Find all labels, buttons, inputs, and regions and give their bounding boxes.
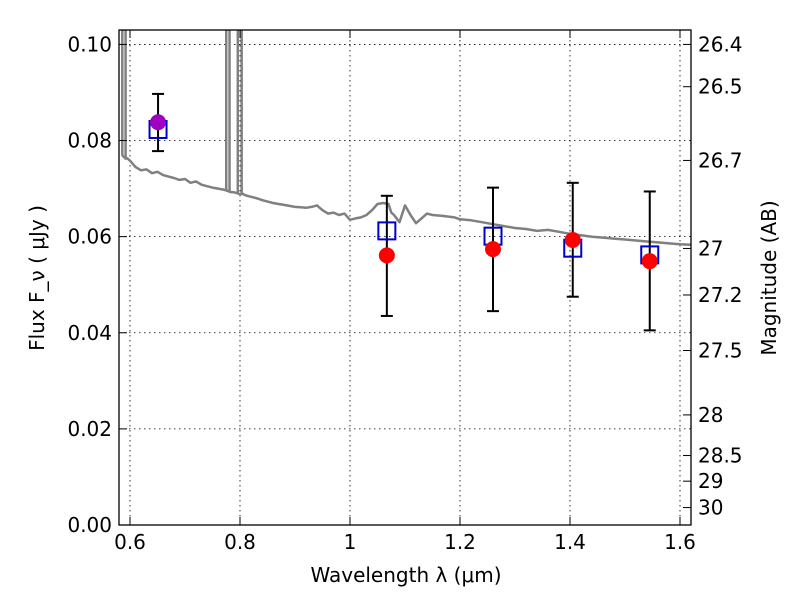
x-tick-label: 0.6 [114, 530, 146, 554]
y-tick-label: 0.02 [67, 417, 112, 441]
observed-photometry-point [150, 114, 167, 131]
grid [119, 30, 691, 526]
observed-photometry-point [378, 247, 395, 264]
x-axis-ticks: 0.6 0.8 1 1.2 1.4 1.6 [114, 30, 696, 554]
x-axis-label: Wavelength λ (μm) [310, 563, 501, 587]
x-tick-label: 0.8 [224, 530, 256, 554]
magnitude-tick-label: 26.5 [698, 75, 743, 99]
magnitude-tick-label: 28 [698, 403, 723, 427]
magnitude-tick-label: 27.2 [698, 283, 743, 307]
y-tick-label: 0.00 [67, 513, 112, 537]
observed-photometry-point [641, 253, 658, 270]
model-spectrum-line [120, 154, 692, 247]
magnitude-tick-label: 27 [698, 236, 723, 260]
y-tick-label: 0.10 [67, 32, 112, 56]
model-photometry-square [377, 221, 397, 241]
y-tick-label: 0.04 [67, 321, 112, 345]
magnitude-tick-label: 26.4 [698, 32, 743, 56]
model-spectrum-layer [120, 30, 692, 247]
x-tick-label: 1.4 [554, 530, 586, 554]
y-axis-ticks: 0.00 0.02 0.04 0.06 0.08 0.10 [67, 32, 127, 537]
observed-photometry-point [564, 232, 581, 249]
x-tick-label: 1.6 [664, 530, 696, 554]
observed-photometry-point [485, 241, 501, 258]
x-tick-label: 1.2 [444, 530, 476, 554]
magnitude-tick-label: 30 [698, 496, 723, 520]
magnitude-axis-ticks: 26.4 26.5 26.7 27 27.2 27.5 28 28.529 30 [683, 32, 743, 520]
magnitude-tick-label: 29 [698, 469, 723, 493]
observed-photometry-layer [150, 114, 658, 270]
x-tick-label: 1 [344, 530, 357, 554]
y-axis-label: Flux F_ν ( μJy ) [25, 205, 49, 351]
y-tick-label: 0.08 [67, 129, 112, 153]
magnitude-tick-label: 26.7 [698, 148, 743, 172]
plot-frame [118, 29, 692, 526]
magnitude-axis-label: Magnitude (AB) [757, 200, 781, 355]
magnitude-tick-label: 27.5 [698, 339, 743, 363]
y-tick-label: 0.06 [67, 225, 112, 249]
magnitude-tick-label: 28.5 [698, 444, 743, 468]
